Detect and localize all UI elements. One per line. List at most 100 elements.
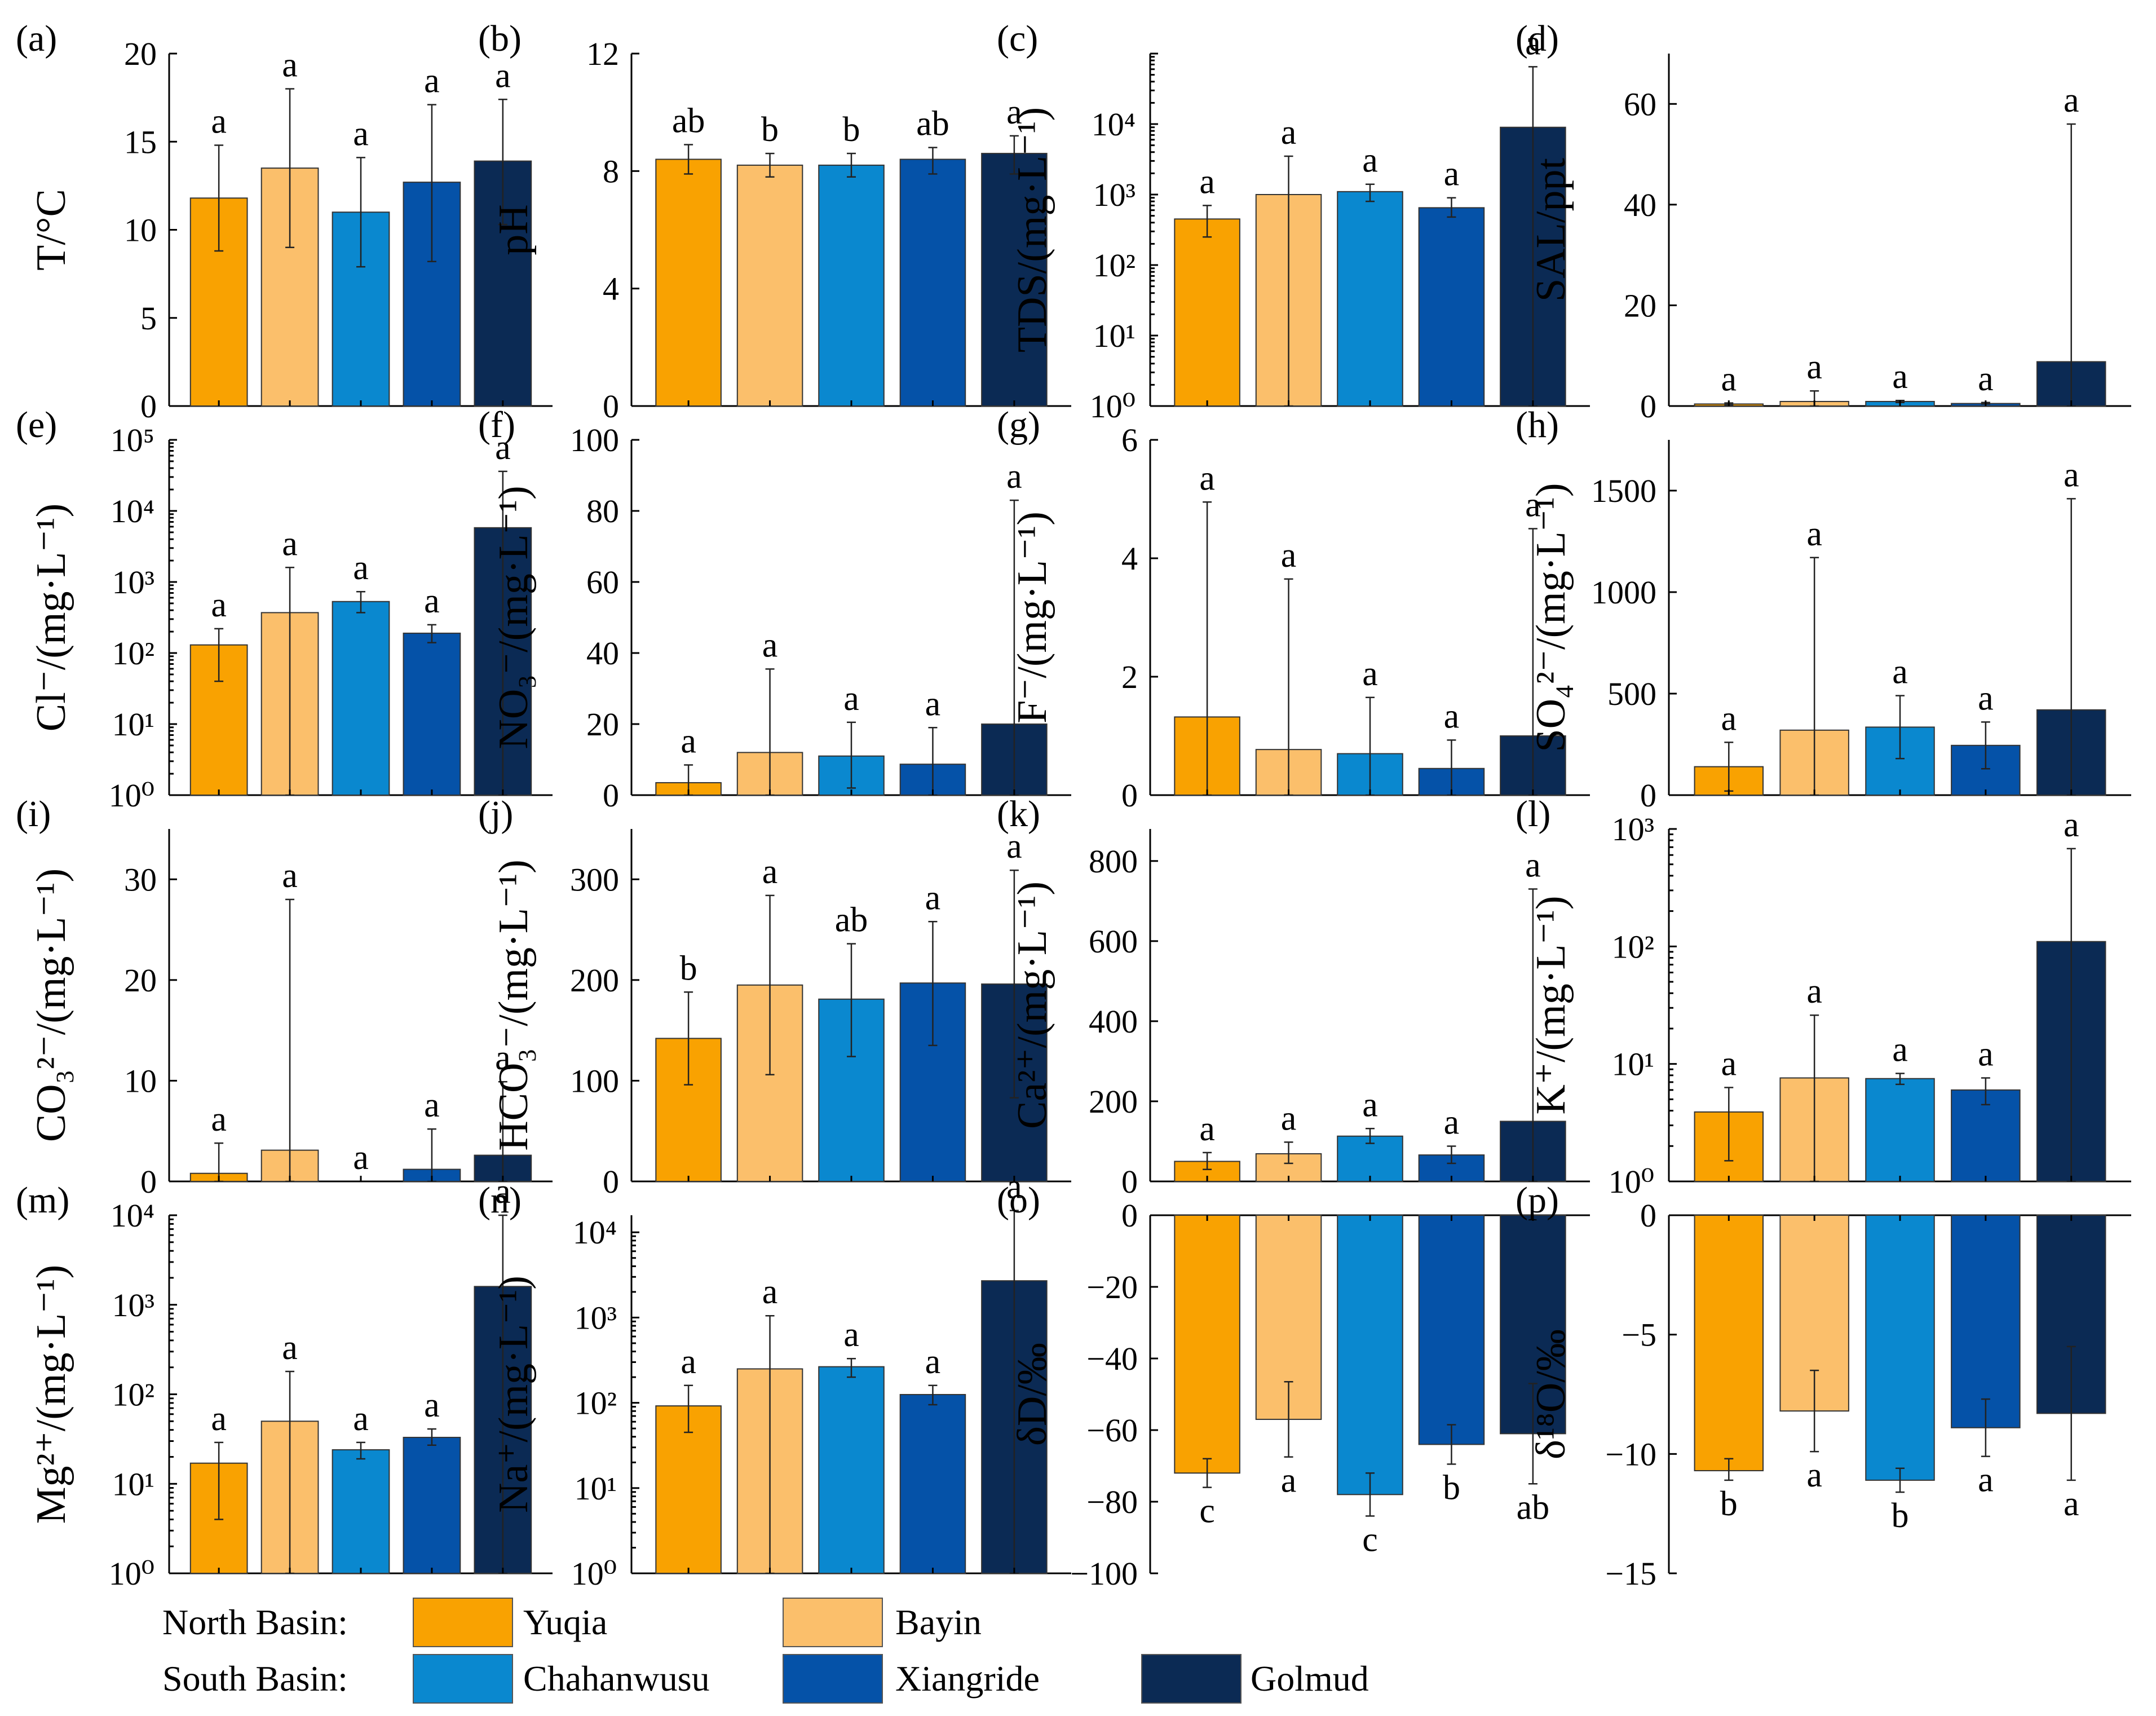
significance-letter: a	[1199, 162, 1215, 201]
y-axis-label: δD/‰	[1009, 1343, 1055, 1446]
bar-chahanwusu	[818, 1366, 885, 1574]
panel-label: (b)	[478, 18, 522, 59]
y-tick-label: 10²	[112, 1377, 154, 1413]
y-tick-label: 10⁰	[109, 777, 154, 814]
significance-letter: a	[843, 680, 859, 718]
bar-xiangride	[1951, 1215, 2021, 1428]
y-axis-label: Na⁺/(mg·L⁻¹)	[491, 1276, 537, 1513]
y-tick-label: 100	[570, 1062, 619, 1099]
chart-panel-k: (k) Ca²⁺/(mg·L⁻¹) 0 200 400 600 800 a a a a a	[997, 793, 1590, 1200]
y-tick-label: 10¹	[1612, 1046, 1654, 1083]
y-axis-label: Mg²⁺/(mg·L⁻¹)	[28, 1265, 74, 1524]
y-axis-label: pH	[491, 204, 537, 255]
bar-chahanwusu	[332, 601, 390, 796]
panel-label: (e)	[16, 404, 57, 445]
y-tick-label: 10³	[1093, 177, 1136, 213]
y-tick-label: 10	[124, 1062, 157, 1099]
y-tick-label: 80	[586, 493, 619, 530]
significance-letter: a	[211, 1400, 227, 1438]
panel-label: (o)	[997, 1180, 1040, 1221]
bar-yuqia	[1174, 1215, 1240, 1474]
significance-letter: a	[681, 1343, 696, 1381]
y-tick-label: 4	[603, 271, 619, 307]
y-tick-label: 2	[1121, 659, 1138, 695]
bar-xiangride	[1418, 207, 1485, 407]
significance-letter: a	[762, 626, 778, 664]
significance-letter: c	[1199, 1492, 1215, 1530]
significance-letter: a	[1525, 846, 1541, 885]
significance-letter: a	[424, 582, 440, 620]
chart-panel-l: (l) K⁺/(mg·L⁻¹) 10⁰ 10¹ 10² 10³ a a a a a	[1516, 793, 2131, 1200]
y-tick-label: 10³	[112, 564, 154, 601]
y-tick-label: 10¹	[1093, 317, 1136, 354]
significance-letter: ab	[835, 901, 868, 939]
significance-letter: a	[282, 524, 298, 563]
y-tick-label: 10⁴	[111, 493, 154, 530]
significance-letter: a	[1444, 155, 1460, 193]
y-tick-label: 0	[1121, 1197, 1138, 1234]
y-tick-label: 20	[1624, 287, 1656, 324]
chart-panel-d: (d) SAL/ppt 0 20 40 60 a a a a a	[1516, 18, 2131, 425]
significance-letter: a	[1978, 360, 1994, 398]
panel-label: (g)	[997, 404, 1040, 445]
y-tick-label: 10⁴	[573, 1214, 617, 1251]
y-axis-label: CO₃²⁻/(mg·L⁻¹)	[28, 868, 74, 1142]
significance-letter: b	[761, 111, 779, 149]
significance-letter: a	[1006, 457, 1022, 496]
y-tick-label: −5	[1622, 1317, 1656, 1353]
significance-letter: a	[353, 549, 369, 587]
significance-letter: a	[1978, 679, 1994, 717]
significance-letter: a	[353, 114, 369, 153]
significance-letter: a	[1721, 1044, 1737, 1083]
y-tick-label: 10¹	[575, 1470, 617, 1507]
chart-panel-o: (o) δD/‰ −100 −80 −60 −40 −20 0 c a c b ab	[997, 1180, 1590, 1592]
y-tick-label: −60	[1086, 1412, 1138, 1449]
significance-letter: b	[1443, 1468, 1460, 1507]
y-tick-label: 10²	[112, 635, 154, 672]
bar-chahanwusu	[818, 164, 885, 407]
y-tick-label: 10⁰	[109, 1555, 154, 1592]
y-tick-label: −15	[1605, 1555, 1656, 1592]
y-tick-label: 10⁰	[1090, 388, 1136, 425]
y-tick-label: 0	[603, 1163, 619, 1200]
y-tick-label: 600	[1089, 923, 1138, 960]
significance-letter: a	[925, 1343, 941, 1381]
y-tick-label: 0	[140, 1163, 157, 1200]
significance-letter: a	[2064, 806, 2079, 844]
y-tick-label: 10³	[112, 1287, 154, 1324]
significance-letter: a	[1281, 1462, 1297, 1500]
bar-yuqia	[655, 1405, 722, 1574]
significance-letter: c	[1362, 1520, 1378, 1559]
y-tick-label: 0	[603, 777, 619, 814]
significance-letter: a	[353, 1400, 369, 1438]
chart-panel-j: (j) HCO₃⁻/(mg·L⁻¹) 0 100 200 300 b a ab a a	[478, 793, 1071, 1200]
y-tick-label: 6	[1121, 422, 1138, 458]
y-tick-label: 800	[1089, 843, 1138, 880]
significance-letter: a	[1806, 972, 1822, 1011]
y-tick-label: 10³	[575, 1299, 617, 1336]
y-axis-label: SAL/ppt	[1528, 158, 1574, 302]
y-tick-label: 10⁰	[571, 1555, 617, 1592]
significance-letter: a	[843, 1316, 859, 1354]
significance-letter: a	[1006, 93, 1022, 131]
significance-letter: a	[1281, 1099, 1297, 1137]
significance-letter: a	[1444, 697, 1460, 735]
bar-xiangride	[403, 1436, 461, 1574]
y-tick-label: 0	[1640, 388, 1656, 425]
y-tick-label: 0	[1121, 1163, 1138, 1200]
significance-letter: a	[1806, 348, 1822, 386]
chart-panel-b: (b) pH 0 4 8 12 ab b b ab a	[478, 18, 1071, 425]
significance-letter: a	[1525, 24, 1541, 62]
panel-label: (k)	[997, 793, 1040, 835]
panel-label: (a)	[16, 18, 57, 59]
y-tick-label: 500	[1607, 676, 1656, 712]
y-tick-label: 40	[586, 635, 619, 672]
significance-letter: b	[1720, 1485, 1738, 1523]
significance-letter: a	[2064, 456, 2079, 494]
y-tick-label: 0	[1640, 777, 1656, 814]
panel-label: (n)	[478, 1180, 522, 1221]
significance-letter: a	[1281, 536, 1297, 575]
significance-letter: a	[1199, 459, 1215, 497]
significance-letter: a	[925, 879, 941, 917]
chart-panel-h: (h) SO₄²⁻/(mg·L⁻¹) 0 500 1000 1500 a a a a a	[1516, 404, 2131, 814]
